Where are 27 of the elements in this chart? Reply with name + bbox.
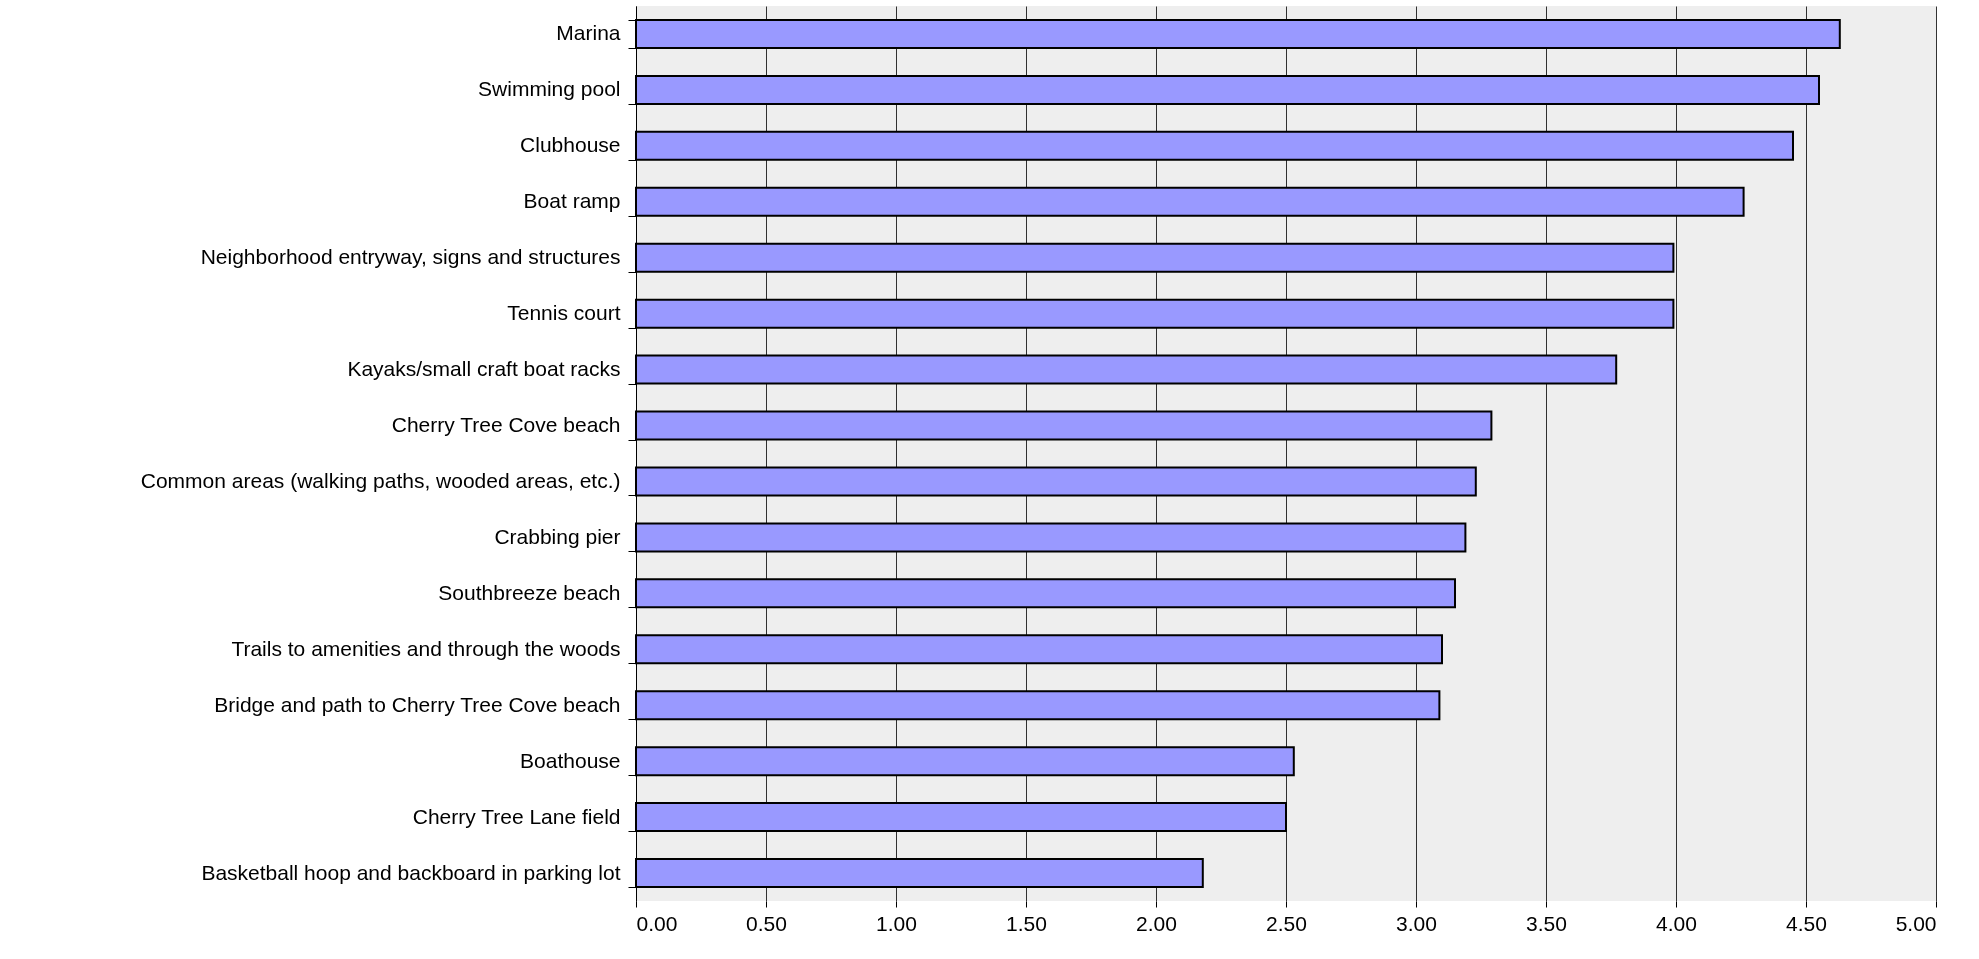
y-tick-label: Common areas (walking paths, wooded areas, etc.): [140, 468, 621, 492]
x-tick-label: 3.00: [1396, 911, 1437, 935]
x-tick-label: 2.50: [1266, 911, 1307, 935]
y-tick-label: Marina: [556, 21, 621, 45]
x-tick-label: 0.50: [746, 911, 787, 935]
y-tick-label: Crabbing pier: [494, 524, 621, 548]
y-tick-label: Southbreeze beach: [438, 580, 621, 604]
x-tick-label: 1.50: [1006, 911, 1047, 935]
y-tick-label: Neighborhood entryway, signs and structures: [200, 245, 621, 269]
y-tick-label: Trails to amenities and through the woods: [231, 636, 621, 660]
y-tick-label: Kayaks/small craft boat racks: [347, 357, 621, 381]
x-tick-label: 4.50: [1786, 911, 1827, 935]
y-tick-label: Cherry Tree Lane field: [412, 804, 621, 828]
y-tick-label: Clubhouse: [520, 133, 621, 157]
y-tick-label: Bridge and path to Cherry Tree Cove beach: [214, 692, 621, 716]
x-tick-label: 5.00: [1895, 911, 1937, 935]
x-tick-label: 4.00: [1656, 911, 1697, 935]
y-tick-label: Basketball hoop and backboard in parking lot: [201, 860, 621, 884]
y-tick-label: Tennis court: [507, 301, 621, 325]
x-tick-label: 2.00: [1136, 911, 1177, 935]
y-tick-label: Swimming pool: [478, 77, 621, 101]
y-tick-label: Boathouse: [520, 748, 621, 772]
y-tick-label: Cherry Tree Cove beach: [391, 413, 621, 437]
y-tick-label: Boat ramp: [523, 189, 621, 213]
x-tick-label: 3.50: [1526, 911, 1567, 935]
x-tick-label: 1.00: [876, 911, 917, 935]
x-tick-label: 0.00: [636, 911, 678, 935]
